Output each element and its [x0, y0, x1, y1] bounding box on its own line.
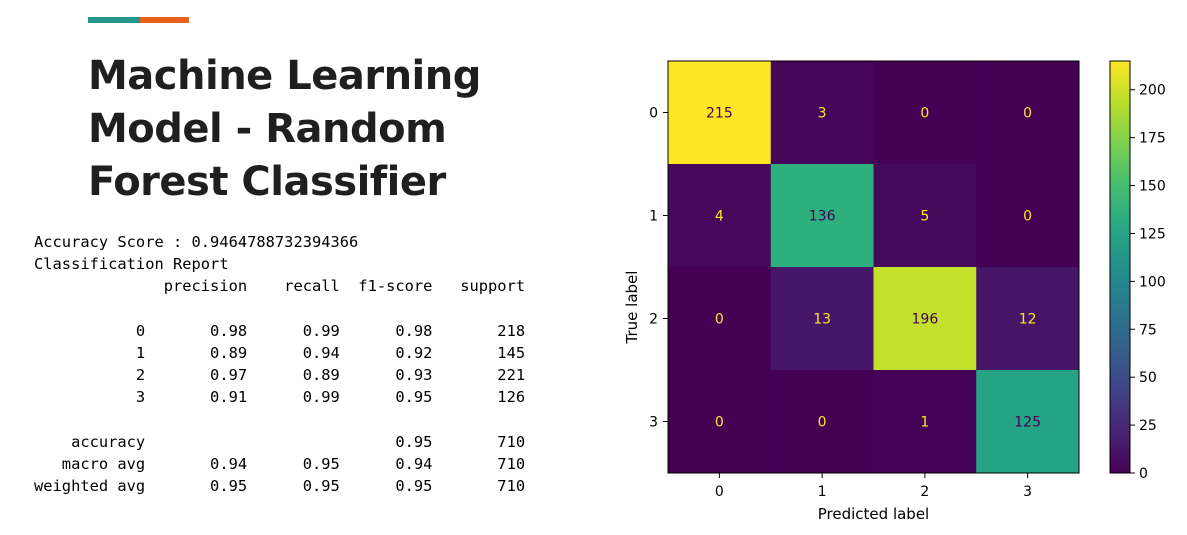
y-tick-label: 2: [649, 312, 658, 328]
x-tick-label: 0: [715, 484, 724, 500]
title-line: Machine Learning: [88, 53, 481, 99]
colorbar-tick-label: 100: [1139, 274, 1166, 290]
accent-bar-teal: [88, 17, 140, 23]
y-tick-label: 3: [649, 415, 658, 431]
report-column-headers: precision recall f1-score support: [34, 277, 526, 296]
cell-value-label: 4: [715, 209, 724, 225]
x-tick-label: 2: [920, 484, 929, 500]
report-row-class-3: 3 0.91 0.99 0.95 126: [34, 388, 526, 407]
cell-value-label: 0: [818, 415, 827, 431]
matrix-cell: [976, 164, 1080, 268]
cell-value-label: 0: [1023, 106, 1032, 122]
cell-value-label: 215: [706, 106, 733, 122]
cell-value-label: 12: [1019, 312, 1037, 328]
page-title: Machine Learning Model - Random Forest C…: [88, 50, 548, 209]
x-tick-label: 1: [818, 484, 827, 500]
colorbar-tick-label: 0: [1139, 466, 1148, 482]
cell-value-label: 0: [715, 312, 724, 328]
title-line: Forest Classifier: [88, 159, 446, 205]
report-row-weighted-avg: weighted avg 0.95 0.95 0.95 710: [34, 477, 526, 496]
matrix-cell: [668, 370, 772, 474]
matrix-cell: [976, 370, 1080, 474]
colorbar-tick-label: 25: [1139, 418, 1157, 434]
matrix-cell: [770, 267, 874, 371]
cell-value-label: 5: [920, 209, 929, 225]
matrix-cell: [668, 164, 772, 268]
x-tick-label: 3: [1023, 484, 1032, 500]
matrix-cell: [976, 267, 1080, 371]
report-row-class-2: 2 0.97 0.89 0.93 221: [34, 366, 526, 385]
report-row-class-0: 0 0.98 0.99 0.98 218: [34, 321, 526, 340]
x-axis-label: Predicted label: [818, 505, 929, 523]
plot-frame: [667, 60, 1080, 474]
cell-value-label: 13: [813, 312, 831, 328]
y-axis-label: True label: [623, 271, 641, 345]
cell-value-label: 0: [1023, 209, 1032, 225]
cell-value-label: 0: [715, 415, 724, 431]
report-blank-line: [34, 409, 525, 431]
classification-report: Accuracy Score : 0.9464788732394366 Clas…: [34, 231, 525, 497]
title-line: Model - Random: [88, 106, 447, 152]
matrix-cell: [668, 267, 772, 371]
colorbar-tick-label: 175: [1139, 131, 1166, 147]
report-row-macro-avg: macro avg 0.94 0.95 0.94 710: [34, 454, 526, 473]
colorbar-tick-label: 75: [1139, 322, 1157, 338]
colorbar-tick-label: 150: [1139, 179, 1166, 195]
accent-bar-orange: [140, 17, 189, 23]
colorbar: [1109, 60, 1131, 474]
matrix-cell: [873, 61, 977, 165]
matrix-cell: [873, 370, 977, 474]
cell-value-label: 136: [809, 209, 836, 225]
cell-value-label: 1: [920, 415, 929, 431]
matrix-cell: [770, 164, 874, 268]
report-blank-line: [34, 298, 525, 320]
matrix-cell: [770, 370, 874, 474]
cell-value-label: 196: [912, 312, 939, 328]
report-heading: Classification Report: [34, 255, 229, 274]
matrix-cell: [873, 164, 977, 268]
cell-value-label: 125: [1014, 415, 1041, 431]
y-tick-label: 1: [649, 209, 658, 225]
report-row-accuracy: accuracy 0.95 710: [34, 432, 526, 451]
cell-value-label: 3: [818, 106, 827, 122]
cell-value-label: 0: [920, 106, 929, 122]
matrix-cell: [668, 61, 772, 165]
colorbar-tick-label: 200: [1139, 83, 1166, 99]
report-row-class-1: 1 0.89 0.94 0.92 145: [34, 343, 526, 362]
colorbar-tick-label: 50: [1139, 370, 1157, 386]
accuracy-score-line: Accuracy Score : 0.9464788732394366: [34, 233, 359, 251]
y-tick-label: 0: [649, 106, 658, 122]
matrix-cell: [976, 61, 1080, 165]
colorbar-tick-label: 125: [1139, 226, 1166, 242]
matrix-cell: [770, 61, 874, 165]
matrix-cell: [873, 267, 977, 371]
